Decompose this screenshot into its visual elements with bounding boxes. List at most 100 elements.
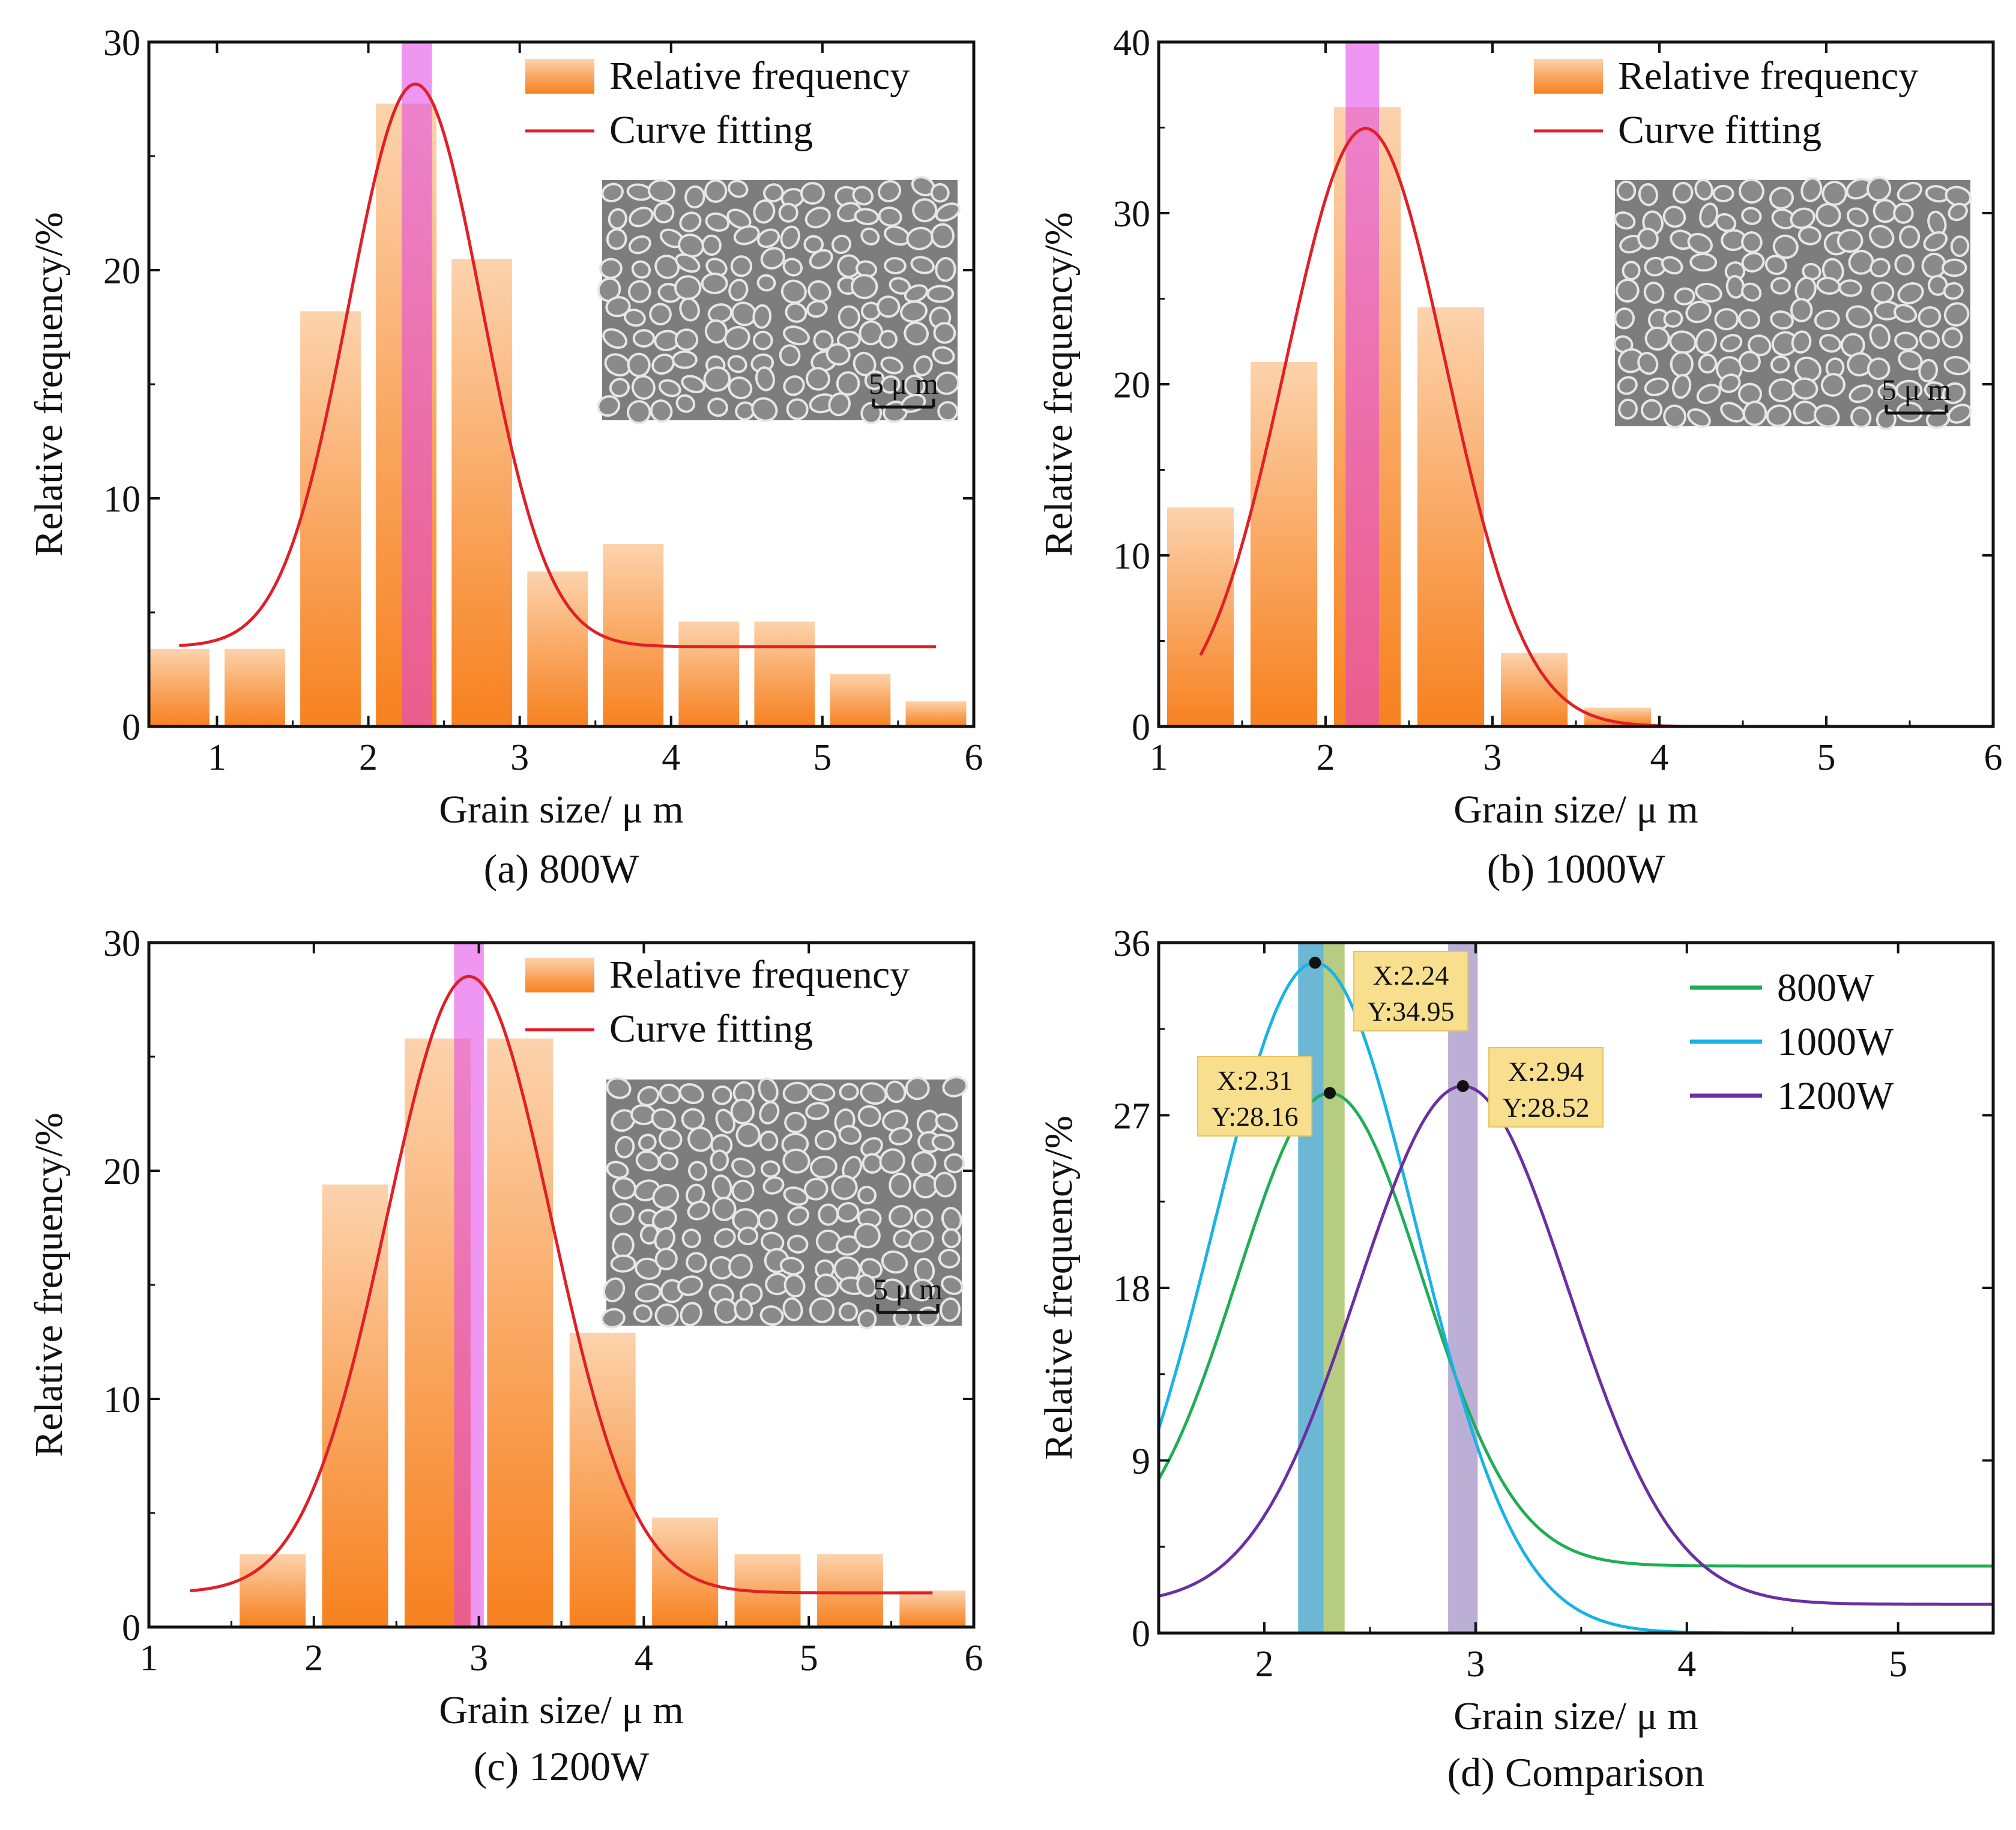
grain-cell: [605, 296, 631, 318]
micrograph-inset: 5 μ m: [1613, 176, 1972, 430]
grain-cell: [1715, 213, 1737, 232]
grain-cell: [681, 375, 705, 393]
x-tick-label: 5: [1817, 737, 1836, 778]
grain-cell: [914, 1208, 934, 1228]
grain-cell: [1836, 229, 1864, 253]
grain-cell: [728, 180, 749, 198]
grain-cell: [910, 1278, 935, 1302]
grain-cell: [860, 227, 880, 246]
histogram-bar: [754, 621, 815, 726]
grain-cell: [685, 1183, 705, 1205]
grain-cell: [1622, 261, 1641, 281]
y-tick-label: 18: [1113, 1269, 1150, 1309]
grain-cell: [930, 183, 950, 203]
grain-cell: [938, 1248, 961, 1269]
y-tick-label: 0: [1132, 707, 1150, 748]
grain-cell: [912, 198, 938, 223]
grain-cell: [1663, 310, 1683, 328]
grain-cell: [737, 1226, 759, 1246]
histogram-bar: [678, 621, 740, 726]
grain-cell: [1616, 180, 1637, 201]
grain-cell: [1918, 306, 1942, 328]
grain-cell: [606, 1077, 632, 1099]
grain-cell: [880, 375, 901, 394]
grain-cell: [931, 1134, 955, 1152]
peak-band: [1345, 42, 1379, 726]
legend-label: Relative frequency: [609, 54, 910, 98]
grain-cell: [1943, 282, 1964, 300]
chart-panel-a: Relative frequency Curve fitting 5 μ m 1 2 3 4…: [27, 23, 983, 892]
grain-cell: [782, 1149, 810, 1174]
histogram-bar: [300, 311, 361, 726]
grain-cell: [1714, 308, 1739, 331]
histogram-bar: [830, 674, 891, 726]
grain-cell: [1738, 309, 1761, 330]
grain-cell: [1870, 258, 1891, 278]
grain-cell: [629, 207, 654, 228]
grain-cell: [814, 1129, 837, 1151]
grain-cell: [1638, 183, 1659, 207]
grain-cell: [757, 1209, 778, 1230]
y-tick-label: 9: [1132, 1442, 1150, 1482]
grain-cell: [1694, 178, 1713, 201]
y-tick-label: 40: [1113, 23, 1150, 64]
grain-cell: [652, 1183, 680, 1209]
histogram-bar: [1166, 507, 1234, 726]
legend-swatch-bar: [525, 958, 594, 992]
y-tick-label: 20: [1113, 365, 1150, 406]
y-tick-label: 27: [1113, 1096, 1150, 1137]
grain-cell: [762, 1176, 785, 1195]
histogram-bar: [816, 1554, 883, 1627]
plot-frame: [147, 941, 976, 1629]
x-axis-label: Grain size/ μ m: [439, 788, 683, 832]
histogram-bar: [225, 648, 285, 726]
y-tick-label: 10: [1113, 536, 1150, 577]
grain-cell: [944, 1153, 965, 1174]
peak-marker: [1309, 956, 1321, 969]
grain-cell: [1742, 400, 1767, 426]
grain-cell: [681, 1108, 705, 1131]
grain-cell: [684, 185, 705, 209]
plot-frame: [1157, 941, 1995, 1635]
grain-cell: [783, 375, 805, 396]
grain-cell: [726, 208, 752, 229]
legend-label: 1200W: [1777, 1074, 1894, 1118]
grain-cell: [1637, 228, 1659, 250]
grain-cell: [1616, 279, 1640, 303]
grain-cell: [704, 179, 728, 203]
grain-cell: [937, 401, 959, 422]
chart-panel-d: X:2.24 Y:34.95 X:2.31 Y:28.16 X:2.94 Y:28.52 8…: [1037, 923, 1995, 1795]
grain-cell: [935, 256, 956, 282]
grain-cell: [659, 1083, 681, 1105]
grain-cell: [1894, 254, 1915, 276]
grain-cell: [851, 274, 878, 300]
grain-cell: [759, 1130, 779, 1152]
grain-cell: [1797, 226, 1821, 246]
grain-cell: [854, 208, 880, 226]
grain-cell: [857, 1105, 881, 1128]
grain-cell: [1866, 176, 1892, 202]
grain-cell: [1800, 177, 1823, 202]
grain-cell: [1643, 282, 1665, 304]
grain-cell: [1764, 255, 1787, 276]
grain-cell: [1618, 398, 1638, 420]
grain-cell: [814, 1273, 839, 1297]
legend-swatch-bar: [525, 59, 594, 94]
y-tick-label: 30: [103, 923, 140, 964]
grain-cell: [785, 302, 807, 323]
x-tick-label: 2: [359, 737, 378, 778]
grain-cell: [836, 330, 861, 350]
grain-cell: [653, 202, 675, 224]
grain-cell: [687, 1200, 710, 1221]
grain-cell: [1741, 231, 1763, 253]
x-tick-label: 2: [1255, 1644, 1273, 1685]
grain-cell: [674, 328, 699, 351]
grain-cell: [606, 228, 627, 250]
grain-cell: [809, 1083, 836, 1102]
grain-cell: [654, 1227, 676, 1252]
grain-cell: [752, 330, 773, 351]
grain-cell: [1815, 203, 1841, 228]
grain-cell: [1849, 384, 1874, 403]
histogram-bar: [240, 1554, 306, 1627]
grain-cell: [1838, 279, 1862, 297]
